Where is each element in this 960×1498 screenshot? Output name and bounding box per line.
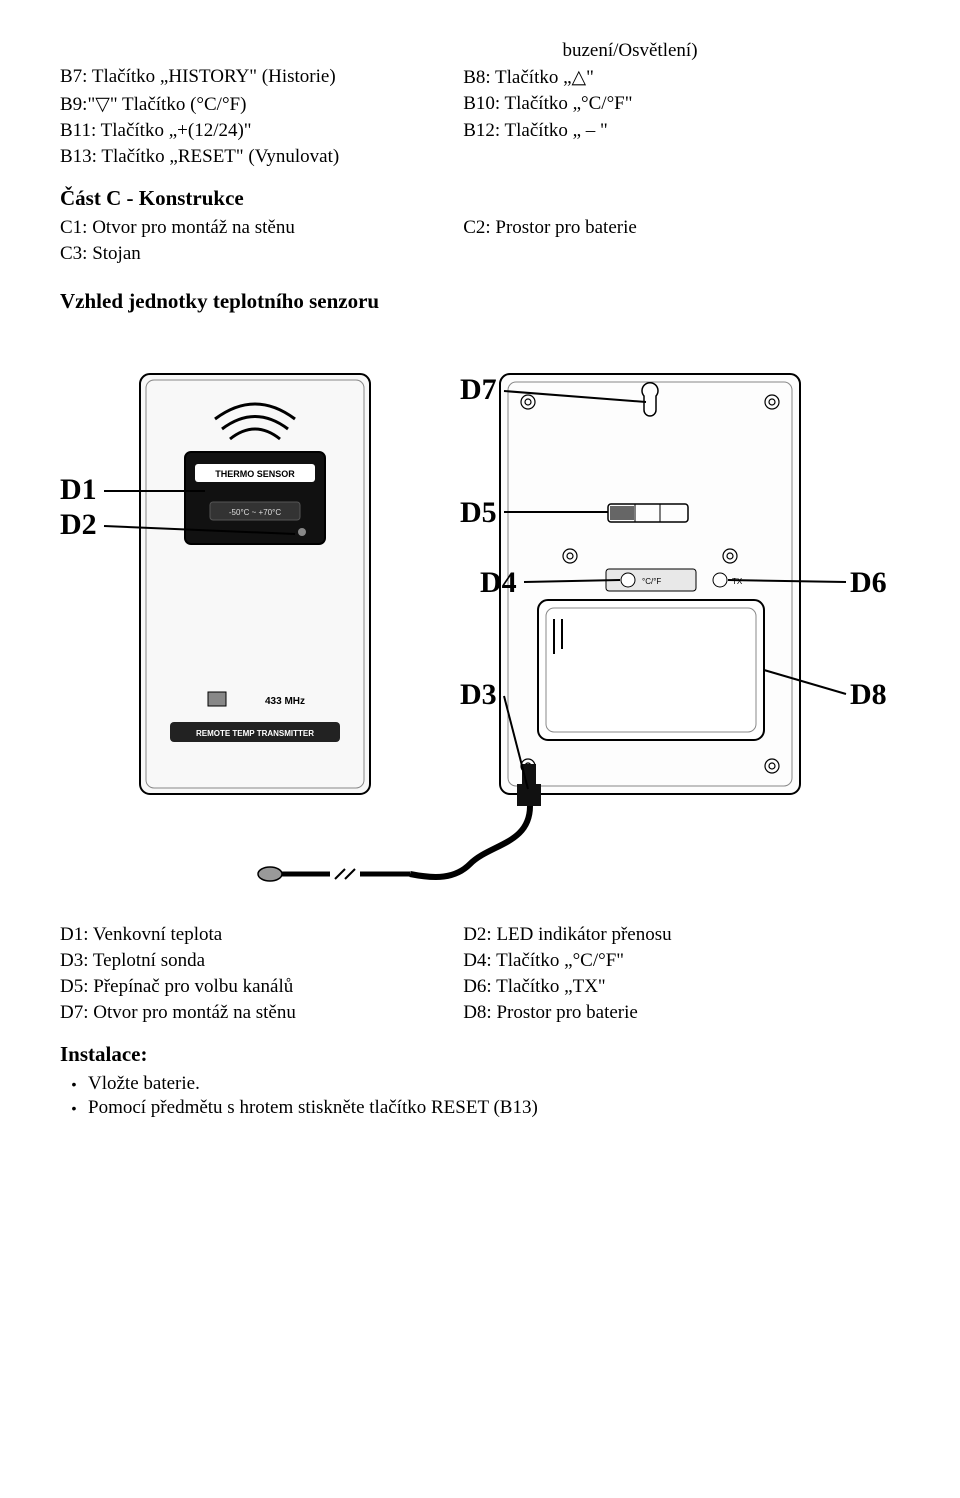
d2-diagram-label: D2: [60, 508, 97, 541]
bullet-icon: •: [60, 1073, 88, 1095]
freq-text: 433 MHz: [265, 696, 305, 707]
d8-diagram-label: D8: [850, 678, 887, 711]
b10-label: B10: Tlačítko „°C/°F": [463, 93, 866, 116]
bullet-icon: •: [60, 1097, 88, 1119]
d7-label: D7: Otvor pro montáž na stěnu: [60, 1002, 463, 1024]
b9-mid: " Tlačítko (°C/°F): [110, 94, 247, 115]
b13-label: B13: Tlačítko „RESET" (Vynulovat): [60, 146, 900, 168]
d5-label: D5: Přepínač pro volbu kanálů: [60, 976, 463, 998]
install-heading: Instalace:: [60, 1042, 900, 1067]
partc-heading: Část C - Konstrukce: [60, 186, 900, 211]
d3-label: D3: Teplotní sonda: [60, 950, 463, 972]
front-unit: THERMO SENSOR -50°C ~ +70°C 433 MHz REMO…: [140, 374, 370, 794]
d6-diagram-label: D6: [850, 566, 887, 599]
temp-range-text: -50°C ~ +70°C: [229, 508, 281, 517]
tx-button-text: TX: [732, 577, 743, 586]
d4-diagram-label: D4: [480, 566, 517, 599]
d3-diagram-label: D3: [460, 678, 497, 711]
install-item-2: Pomocí předmětu s hrotem stiskněte tlačí…: [88, 1097, 538, 1119]
b8-post: ": [586, 67, 594, 88]
b7-label: B7: Tlačítko „HISTORY" (Historie): [60, 66, 463, 89]
b9-label: B9:"▽" Tlačítko (°C/°F): [60, 93, 463, 116]
d4-label: D4: Tlačítko „°C/°F": [463, 950, 866, 972]
b8-label: B8: Tlačítko „△": [463, 66, 866, 89]
sensor-diagram: THERMO SENSOR -50°C ~ +70°C 433 MHz REMO…: [60, 344, 900, 904]
b8-pre: B8: Tlačítko „: [463, 67, 571, 88]
c1-label: C1: Otvor pro montáž na stěnu: [60, 217, 463, 239]
c2-label: C2: Prostor pro baterie: [463, 217, 866, 239]
sensor-heading: Vzhled jednotky teplotního senzoru: [60, 289, 900, 314]
d2-label: D2: LED indikátor přenosu: [463, 924, 866, 946]
d7-diagram-label: D7: [460, 373, 497, 406]
cf-button-text: °C/°F: [642, 577, 661, 586]
install-item-1: Vložte baterie.: [88, 1073, 200, 1095]
remote-temp-text: REMOTE TEMP TRANSMITTER: [196, 729, 314, 738]
d8-label: D8: Prostor pro baterie: [463, 1002, 866, 1024]
d5-diagram-label: D5: [460, 496, 497, 529]
b11-label: B11: Tlačítko „+(12/24)": [60, 120, 463, 142]
b9-pre: B9:": [60, 94, 95, 115]
d1-label: D1: Venkovní teplota: [60, 924, 463, 946]
b12-label: B12: Tlačítko „ – ": [463, 120, 866, 142]
d6-label: D6: Tlačítko „TX": [463, 976, 866, 998]
c3-label: C3: Stojan: [60, 243, 900, 265]
triangle-up-icon: △: [572, 67, 587, 88]
d1-diagram-label: D1: [60, 473, 97, 506]
top-right-text: buzení/Osvětlení): [60, 40, 900, 62]
thermo-sensor-text: THERMO SENSOR: [215, 469, 295, 479]
triangle-down-icon: ▽: [95, 94, 110, 115]
install-list: • Vložte baterie. • Pomocí předmětu s hr…: [60, 1073, 900, 1119]
